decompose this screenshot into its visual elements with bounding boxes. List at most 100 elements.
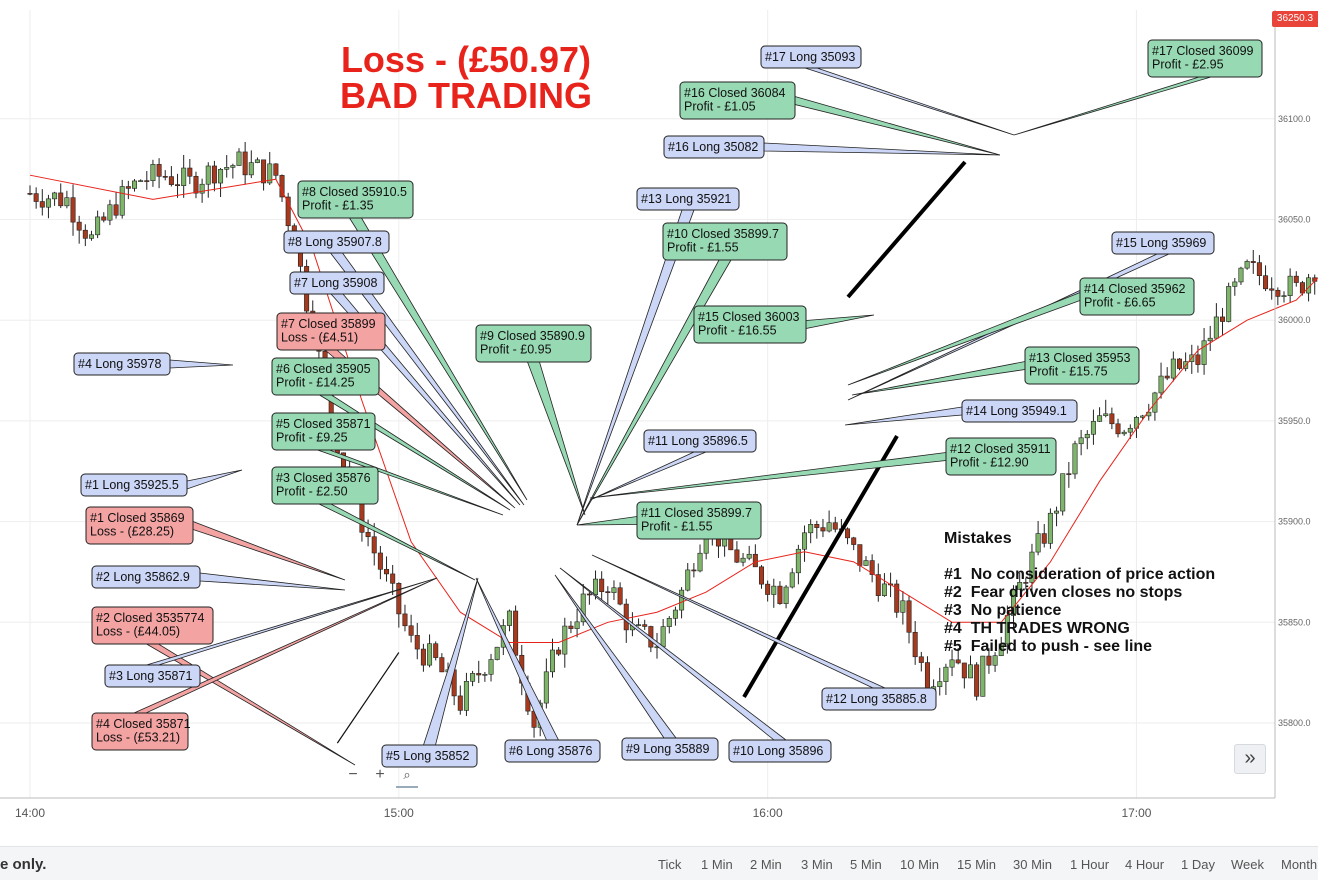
timeframe-1-hour[interactable]: 1 Hour (1070, 857, 1110, 872)
candle-body (27, 193, 33, 195)
candle-body (261, 159, 267, 184)
timeframe-15-min[interactable]: 15 Min (957, 857, 997, 872)
double-chevron-right-icon[interactable]: » (1234, 744, 1266, 774)
annotation-box-profit (1079, 277, 1195, 316)
candle-body (758, 566, 764, 585)
candle-body (1041, 533, 1047, 544)
candle-body (439, 657, 445, 673)
candle-body (1263, 275, 1269, 290)
annotation-box-long (381, 744, 478, 768)
timeframe-1-day[interactable]: 1 Day (1181, 857, 1215, 872)
annotation-text: Profit - £12.90 (950, 456, 1029, 470)
candle-body (52, 192, 58, 200)
candle-body (1127, 427, 1133, 433)
candle-body (273, 163, 279, 176)
annotation-box-profit (662, 222, 788, 261)
annotation-text: Loss - (£53.21) (96, 731, 180, 745)
candle-body (943, 666, 949, 682)
candle-body (1090, 421, 1096, 435)
candle-body (1232, 281, 1238, 287)
candle-body (765, 583, 771, 595)
candle-body (1115, 423, 1121, 435)
title-line-1: Loss - (£50.97) (341, 39, 591, 80)
candle-body (267, 163, 273, 184)
annotation-box-loss (91, 606, 214, 645)
candle-body (783, 586, 789, 604)
annotation-box-profit (271, 357, 380, 396)
candle-body (218, 168, 224, 184)
candle-body (845, 528, 851, 539)
title-line-2: BAD TRADING (340, 75, 592, 116)
timeframe-4-hour[interactable]: 4 Hour (1125, 857, 1165, 872)
candle-body (1078, 437, 1084, 445)
candle-body (863, 560, 869, 566)
candle-body (955, 659, 961, 664)
magnifier-icon[interactable]: ⌕ (396, 766, 418, 788)
mistake-item: #2 Fear driven closes no stops (944, 584, 1182, 601)
annotation-text: #5 Closed 35871 (276, 417, 371, 431)
candle-body (593, 578, 599, 596)
annotation-text: Profit - £2.50 (276, 485, 348, 499)
current-price-tag: 36250.3 (1272, 11, 1318, 27)
candle-body (113, 204, 119, 216)
mistake-item: #3 No patience (944, 602, 1061, 619)
candle-body (408, 625, 414, 636)
candle-body (580, 593, 586, 623)
candle-body (414, 635, 420, 650)
axes: 35800.0 35850.0 35900.0 35950.0 36000.0 36050… (0, 10, 1311, 820)
annotation-box-profit (945, 437, 1057, 476)
timeframe-10-min[interactable]: 10 Min (900, 857, 940, 872)
timeframe-tick[interactable]: Tick (658, 857, 682, 872)
mistake-item: #1 No consideration of price action (944, 566, 1215, 583)
candle-body (199, 183, 205, 194)
annotation-text: #3 Closed 35876 (276, 471, 371, 485)
timeframe-week[interactable]: Week (1231, 857, 1264, 872)
candle-body (377, 552, 383, 570)
candle-body (285, 196, 291, 227)
timeframe-2-min[interactable]: 2 Min (750, 857, 782, 872)
candle-body (881, 583, 887, 596)
candle-body (463, 680, 469, 711)
zoom-controls: − + ⌕ (342, 766, 422, 788)
thick-trend-lines (336, 160, 967, 744)
candle-body (125, 186, 131, 189)
annotation-text: Profit - £1.05 (684, 100, 756, 114)
candle-body (937, 681, 943, 688)
candle-body (1269, 288, 1275, 291)
candle-body (1023, 582, 1029, 584)
timeframe-5-min[interactable]: 5 Min (850, 857, 882, 872)
candle-body (857, 544, 863, 566)
annotation-text: #6 Closed 35905 (276, 362, 371, 376)
candle-body (39, 201, 45, 208)
annotation-text: #16 Closed 36084 (684, 86, 786, 100)
candle-body (808, 524, 814, 534)
candle-body (1072, 443, 1078, 475)
annotation-text: #13 Long 35921 (641, 192, 731, 206)
candle-body (1176, 358, 1182, 369)
annotation-box-long (73, 352, 171, 376)
plus-icon[interactable]: + (375, 766, 385, 783)
candle-body (162, 176, 168, 178)
candle-body (734, 549, 740, 563)
annotation-text: Loss - (£28.25) (90, 525, 174, 539)
candle-body (549, 649, 555, 673)
timeframe-1-min[interactable]: 1 Min (701, 857, 733, 872)
candle-body (814, 524, 820, 528)
candle-body (1084, 433, 1090, 439)
candle-body (70, 197, 76, 223)
candle-body (666, 618, 672, 627)
candle-body (1244, 261, 1250, 269)
mistake-item: #5 Failed to push - see line (944, 638, 1152, 655)
candle-body (82, 229, 88, 239)
timeframe-30-min[interactable]: 30 Min (1013, 857, 1053, 872)
x-tick-label: 16:00 (753, 806, 783, 820)
minus-icon[interactable]: − (348, 766, 358, 783)
candle-body (875, 574, 881, 596)
annotation-box-long (91, 565, 201, 589)
timeframe-month[interactable]: Month (1281, 857, 1318, 872)
candle-body (1017, 582, 1023, 590)
candle-body (193, 175, 199, 194)
candle-body (187, 167, 193, 177)
timeframe-3-min[interactable]: 3 Min (801, 857, 833, 872)
